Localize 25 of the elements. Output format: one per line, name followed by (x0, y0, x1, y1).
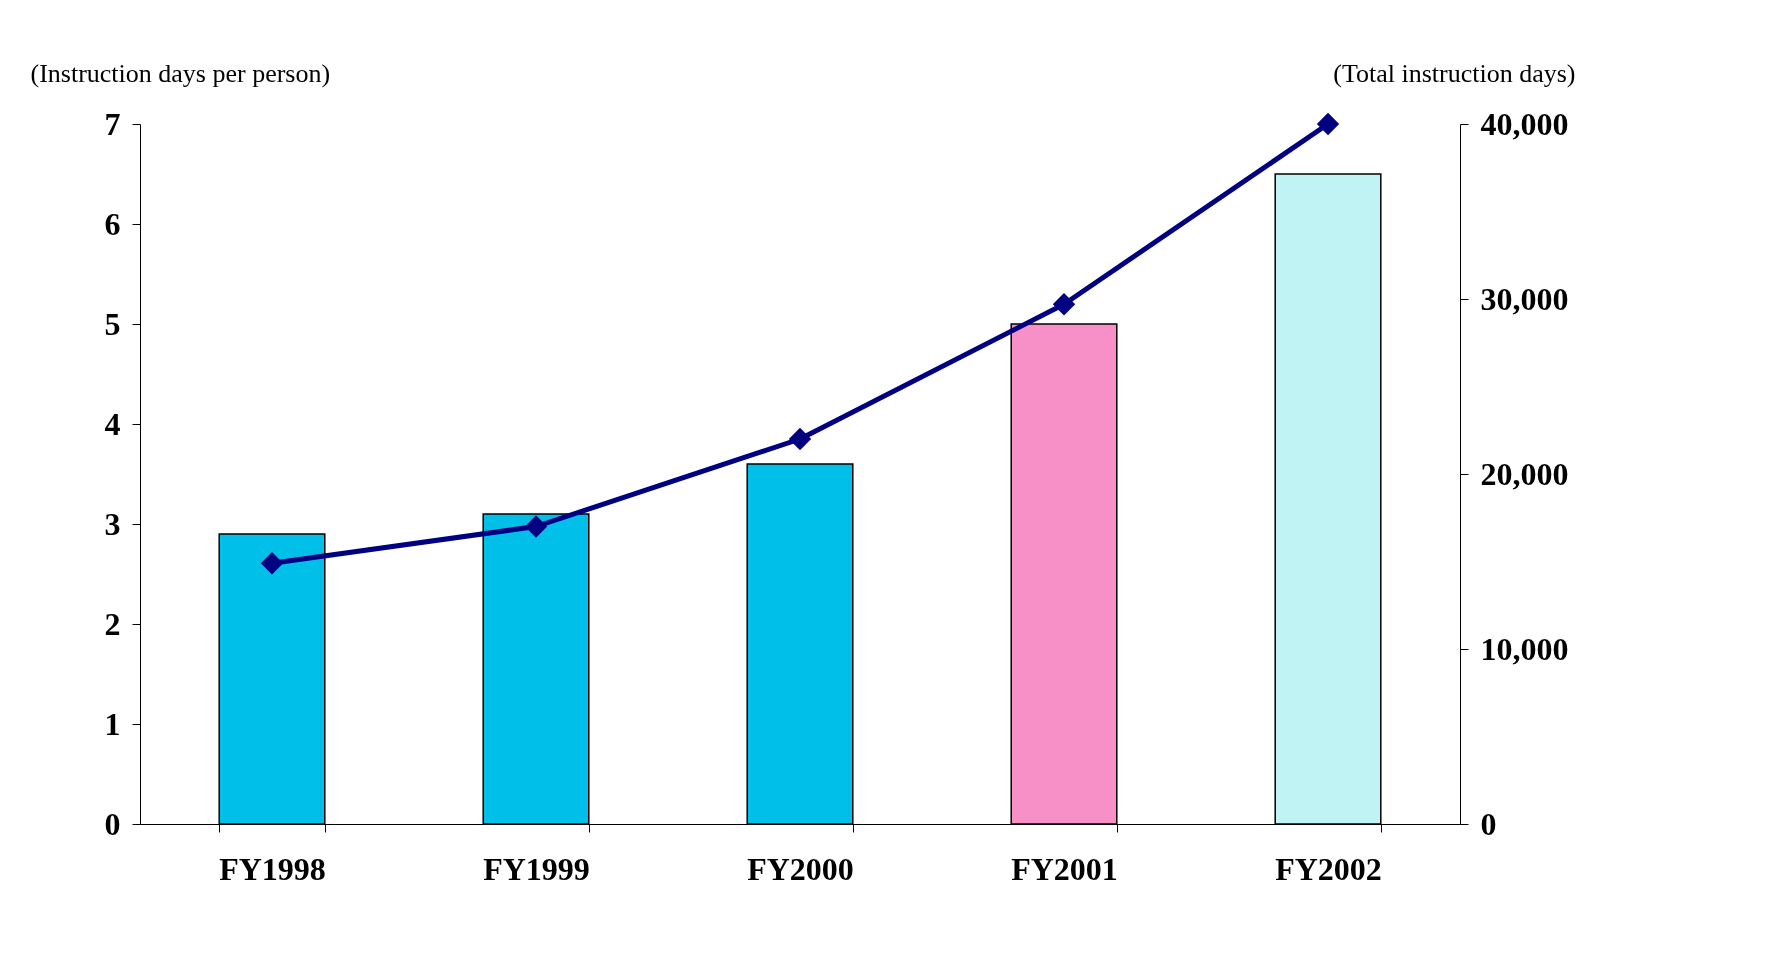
y-axis-title: (Instruction days per person) (30, 58, 331, 88)
y-tick-label: 7 (104, 105, 121, 142)
y-tick-label: 4 (104, 405, 121, 442)
y2-tick-label: 40,000 (1480, 105, 1569, 142)
y2-tick-label: 0 (1480, 805, 1497, 842)
x-tick-label: FY2001 (1011, 850, 1118, 887)
y-tick-label: 3 (104, 505, 121, 542)
y-tick-label: 1 (104, 705, 121, 742)
point (260, 552, 284, 575)
point (788, 427, 812, 451)
point (1052, 293, 1076, 316)
x-tick-label: FY2000 (747, 850, 854, 887)
x-tick-label: FY1999 (483, 850, 590, 887)
y-tick-label: 0 (104, 805, 121, 842)
y2-tick-label: 30,000 (1480, 280, 1569, 317)
y2-tick-label: 20,000 (1480, 455, 1569, 492)
point (524, 515, 548, 538)
y-tick-label: 5 (104, 305, 121, 342)
x-tick-label: FY1998 (219, 850, 326, 887)
y2-tick-label: 10,000 (1480, 630, 1569, 667)
point (1316, 112, 1340, 136)
y-tick-label: 6 (104, 205, 121, 242)
x-tick-label: FY2002 (1275, 850, 1382, 887)
y2-axis-title: (Total instruction days) (1333, 58, 1576, 88)
y-tick-label: 2 (104, 605, 121, 642)
